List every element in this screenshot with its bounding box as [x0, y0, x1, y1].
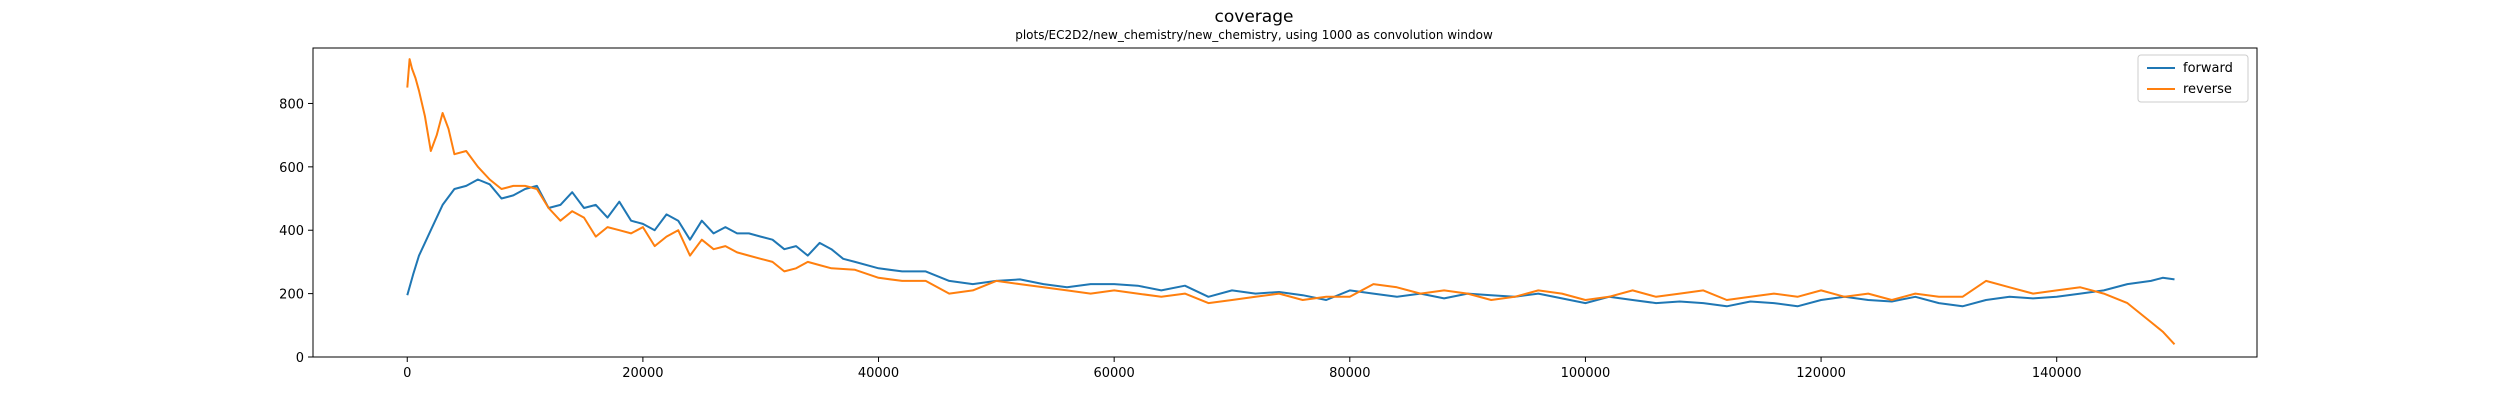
- y-tick-label: 800: [279, 97, 304, 112]
- y-tick-label: 400: [279, 224, 304, 239]
- x-tick-label: 20000: [622, 366, 663, 381]
- series-line-reverse: [406, 58, 2176, 345]
- x-tick-label: 80000: [1329, 366, 1370, 381]
- x-axis: 0 20000 40000 60000 80000 100000 120000 140000: [403, 357, 2082, 381]
- x-tick-label: 100000: [1561, 366, 1611, 381]
- chart-subtitle: plots/EC2D2/new_chemistry/new_chemistry,…: [1015, 28, 1493, 42]
- x-tick-label: 40000: [858, 366, 899, 381]
- x-tick-label: 120000: [1796, 366, 1846, 381]
- y-tick-label: 600: [279, 161, 304, 176]
- x-tick-label: 0: [403, 366, 411, 381]
- x-tick-label: 60000: [1093, 366, 1134, 381]
- y-tick-label: 0: [296, 351, 304, 366]
- x-tick-label: 140000: [2032, 366, 2082, 381]
- legend-box: [2137, 54, 2249, 103]
- y-tick-label: 200: [279, 288, 304, 303]
- plot-frame: [312, 47, 2258, 358]
- y-axis: 0 200 400 600 800: [279, 97, 313, 366]
- plot-lines: [406, 58, 2176, 345]
- series-line-forward: [406, 178, 2175, 308]
- chart-title: coverage: [1215, 7, 1294, 27]
- legend-label-reverse: reverse: [2183, 82, 2232, 97]
- legend: forward reverse: [2137, 54, 2249, 103]
- legend-label-forward: forward: [2183, 61, 2233, 76]
